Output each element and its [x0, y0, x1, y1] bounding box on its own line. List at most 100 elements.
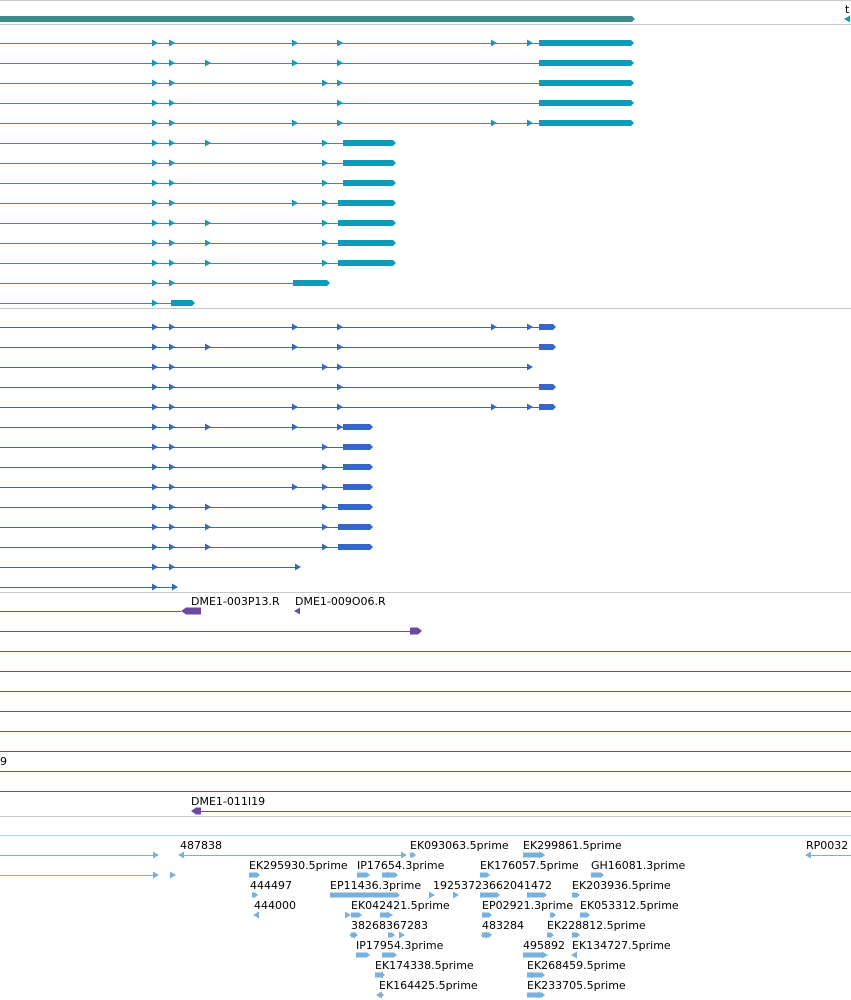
- est-label[interactable]: EP11436.3prime: [330, 879, 421, 892]
- cds-block[interactable]: [539, 40, 634, 46]
- transcript-row[interactable]: [0, 299, 195, 307]
- est-label[interactable]: EK295930.5prime: [249, 859, 348, 872]
- cds-block[interactable]: [338, 240, 396, 246]
- est-label[interactable]: EK042421.5prime: [351, 899, 450, 912]
- est-label[interactable]: IP17654.3prime: [357, 859, 445, 872]
- protein-row[interactable]: [0, 523, 373, 531]
- est-block[interactable]: [357, 872, 370, 878]
- est-block[interactable]: [356, 952, 370, 958]
- est-label[interactable]: EK176057.5prime: [480, 859, 579, 872]
- protein-block[interactable]: [539, 404, 556, 410]
- protein-row[interactable]: [0, 323, 556, 331]
- clone-label[interactable]: DME1-003P13.R: [191, 595, 280, 608]
- protein-row[interactable]: [0, 483, 373, 491]
- est-block[interactable]: [480, 892, 500, 898]
- cds-block[interactable]: [171, 300, 195, 306]
- transcript-row[interactable]: [0, 279, 330, 287]
- est-block[interactable]: [388, 932, 395, 938]
- est-block[interactable]: [580, 912, 590, 918]
- est-label[interactable]: 483284: [482, 919, 524, 932]
- transcript-row[interactable]: [0, 99, 634, 107]
- est-label[interactable]: GH16081.3prime: [591, 859, 686, 872]
- transcript-row[interactable]: [0, 199, 396, 207]
- protein-block[interactable]: [343, 444, 373, 450]
- est-label[interactable]: 444000: [254, 899, 296, 912]
- protein-block[interactable]: [539, 384, 556, 390]
- est-block[interactable]: [382, 952, 397, 958]
- clone-end-block[interactable]: [191, 807, 201, 815]
- transcript-row[interactable]: [0, 119, 634, 127]
- protein-row[interactable]: [0, 443, 373, 451]
- gene-track[interactable]: t: [0, 3, 850, 23]
- transcript-row[interactable]: [0, 79, 634, 87]
- cds-block[interactable]: [539, 120, 634, 126]
- est-label[interactable]: EK093063.5prime: [410, 839, 509, 852]
- protein-block[interactable]: [338, 524, 373, 530]
- cds-block[interactable]: [338, 200, 396, 206]
- est-label[interactable]: EK174338.5prime: [375, 959, 474, 972]
- est-label[interactable]: EK299861.5prime: [523, 839, 622, 852]
- est-block[interactable]: [572, 932, 580, 938]
- est-label[interactable]: EK053312.5prime: [580, 899, 679, 912]
- clone-end-block[interactable]: [410, 627, 422, 635]
- est-label[interactable]: 487838: [180, 839, 222, 852]
- transcript-row[interactable]: [0, 259, 396, 267]
- cds-block[interactable]: [343, 140, 396, 146]
- est-block[interactable]: [550, 912, 556, 918]
- est-block[interactable]: [480, 872, 490, 878]
- protein-block[interactable]: [343, 424, 373, 430]
- protein-row[interactable]: [0, 463, 373, 471]
- clone-end-block[interactable]: [181, 607, 201, 615]
- est-label[interactable]: IP17954.3prime: [356, 939, 444, 952]
- est-block[interactable]: [249, 872, 260, 878]
- clone-label[interactable]: DME1-009O06.R: [295, 595, 386, 608]
- cds-block[interactable]: [343, 180, 396, 186]
- protein-row[interactable]: [0, 503, 373, 511]
- est-block[interactable]: [523, 952, 545, 958]
- protein-row[interactable]: [0, 423, 373, 431]
- transcript-row[interactable]: [0, 59, 634, 67]
- est-block[interactable]: [527, 892, 547, 898]
- est-block[interactable]: [252, 892, 258, 898]
- protein-block[interactable]: [539, 344, 556, 350]
- protein-row[interactable]: [0, 363, 533, 371]
- cds-block[interactable]: [539, 60, 634, 66]
- transcript-row[interactable]: [0, 139, 396, 147]
- est-label[interactable]: RP0032: [806, 839, 848, 852]
- protein-row[interactable]: [0, 563, 301, 571]
- transcript-track[interactable]: [0, 39, 634, 307]
- cds-block[interactable]: [343, 160, 396, 166]
- transcript-row[interactable]: [0, 39, 634, 47]
- est-label[interactable]: 495892: [523, 939, 565, 952]
- protein-row[interactable]: [0, 583, 178, 591]
- clone-label[interactable]: 9: [0, 755, 7, 768]
- transcript-row[interactable]: [0, 239, 396, 247]
- est-label[interactable]: EK228812.5prime: [547, 919, 646, 932]
- est-label[interactable]: EK134727.5prime: [572, 939, 671, 952]
- est-label[interactable]: EK203936.5prime: [572, 879, 671, 892]
- cds-block[interactable]: [539, 100, 634, 106]
- est-label[interactable]: 444497: [250, 879, 292, 892]
- est-label[interactable]: 19253723662041472: [433, 879, 552, 892]
- cds-block[interactable]: [293, 280, 330, 286]
- est-block[interactable]: [572, 892, 580, 898]
- est-track[interactable]: 487838 EK093063.5prime EK299861.5prime RP00…: [0, 839, 851, 999]
- transcript-row[interactable]: [0, 159, 396, 167]
- est-block[interactable]: [330, 892, 400, 898]
- protein-block[interactable]: [338, 544, 373, 550]
- transcript-row[interactable]: [0, 179, 396, 187]
- gene-span-bar[interactable]: [0, 16, 635, 22]
- est-label[interactable]: EK233705.5prime: [527, 979, 626, 992]
- est-block[interactable]: [351, 912, 362, 918]
- clone-label[interactable]: DME1-011I19: [191, 795, 265, 808]
- est-label[interactable]: EP02921.3prime: [482, 899, 573, 912]
- protein-block[interactable]: [539, 324, 556, 330]
- cds-block[interactable]: [338, 220, 396, 226]
- protein-block[interactable]: [338, 504, 373, 510]
- est-block[interactable]: [410, 852, 416, 858]
- clone-track[interactable]: DME1-003P13.R DME1-009O06.R 9 DME1-011I19: [0, 595, 851, 815]
- protein-row[interactable]: [0, 403, 556, 411]
- est-label[interactable]: EK164425.5prime: [379, 979, 478, 992]
- protein-row[interactable]: [0, 343, 556, 351]
